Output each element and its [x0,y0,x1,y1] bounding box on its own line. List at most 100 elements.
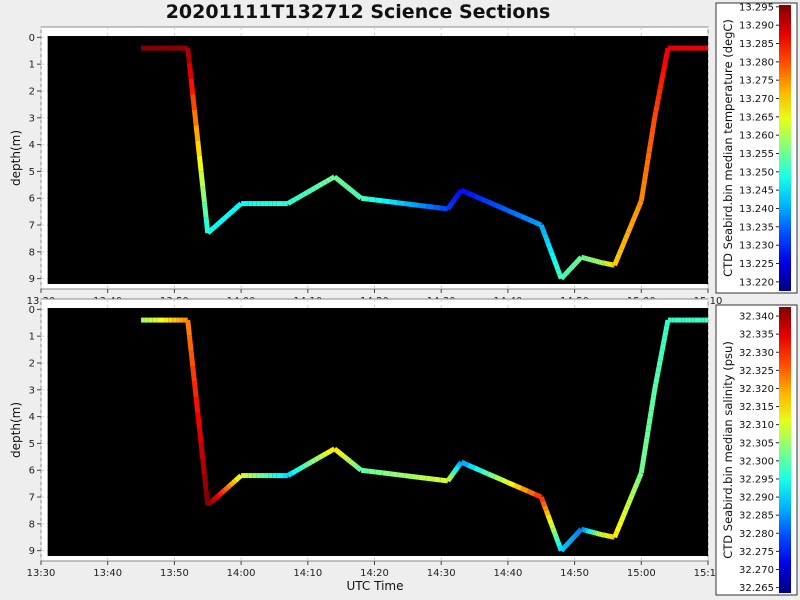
track-segment [646,145,653,153]
track-segment [621,509,629,517]
track-segment [460,459,469,468]
track-segment [219,216,227,223]
track-segment [639,186,646,195]
track-segment [664,319,671,327]
track-segment [201,201,209,218]
track-segment [360,195,369,202]
y-tick-label: 6 [29,194,35,205]
colorbar-tick-label: 32.315 [739,402,774,413]
colorbar-tick-label: 32.290 [739,493,774,504]
track-segment [661,337,668,344]
track-segment [500,205,509,213]
track-segment [533,219,543,228]
data-background [47,308,709,556]
colorbar-tick-label: 32.330 [739,348,774,359]
panel-2: 13:30 13:40 13:50 14:00 14:10 14:20 14:30 14:40… [9,298,798,596]
track-segment [195,140,202,157]
track-segment [440,477,449,484]
track-segment [375,469,384,476]
track-segment [305,188,313,195]
track-segment [542,505,549,512]
colorbar-tick-label: 32.275 [739,547,774,558]
track-segment [389,471,398,478]
track-segment [540,228,547,235]
track-segment [552,259,559,267]
track-segment [425,203,434,210]
track-segment [561,545,567,551]
track-segment [655,366,662,373]
track-segment [456,462,463,467]
track-segment [337,178,343,185]
track-segment [659,342,666,350]
track-segment [404,473,413,479]
track-segment [545,514,552,521]
track-segment [466,462,476,471]
track-segment [332,174,339,181]
track-segment [225,483,232,490]
x-tick-label: 13:40 [93,568,122,579]
track-segment [567,266,574,272]
colorbar-tick-label: 32.310 [739,420,774,431]
track-segment [656,360,663,368]
y-tick-label: 3 [29,385,35,396]
track-segment [198,443,206,460]
track-segment [657,354,664,362]
track-segment [350,461,357,467]
track-segment [348,459,354,466]
track-segment [190,94,197,111]
panels: 13:30 13:40 13:50 14:00 14:10 14:20 14:30 14:40… [9,2,798,596]
colorbar-tick-label: 32.335 [739,330,774,341]
track-segment [185,319,192,336]
colorbar-tick-label: 32.305 [739,438,774,449]
track-segment [572,532,579,539]
track-segment [357,194,363,201]
data-background [47,36,709,285]
track-segment [657,82,664,90]
y-tick-label: 5 [29,439,35,450]
track-segment [634,205,642,213]
track-segment [446,204,453,209]
track-segment [305,460,313,467]
colorbar-gradient [779,5,791,291]
track-segment [313,183,321,191]
track-segment [636,471,644,480]
track-segment [228,209,235,216]
track-segment [425,475,434,482]
y-tick-label: 8 [29,519,35,530]
track-segment [355,192,361,199]
track-segment [214,493,221,500]
colorbar-tick-label: 32.270 [739,565,774,576]
track-segment [286,199,293,206]
track-segment [453,194,459,200]
track-segment [445,477,452,483]
track-segment [200,186,207,203]
track-segment [233,204,240,211]
track-segment [647,410,654,418]
track-segment [309,185,317,193]
track-segment [651,389,658,398]
track-segment [574,259,580,265]
panel-1: 13:3013:4013:5014:0014:1014:2014:3014:40… [9,2,798,307]
colorbar-label: CTD Seabird.bin median temperature (degC… [721,19,735,277]
x-tick-label: 15:10 [694,568,723,579]
track-segment [185,47,192,64]
track-segment [302,462,309,469]
track-segment [564,269,570,275]
track-segment [193,124,201,141]
colorbar-tick-label: 13.220 [739,277,774,288]
track-segment [396,472,405,479]
colorbar-tick-label: 13.290 [739,21,774,32]
track-segment [451,198,457,203]
track-segment [561,273,567,279]
colorbar-tick-label: 13.250 [739,167,774,178]
track-segment [493,474,503,482]
track-segment [451,470,457,475]
track-segment [664,47,671,55]
colorbar-tick-label: 13.235 [739,222,774,233]
track-segment [648,131,655,139]
colorbar-tick-label: 13.270 [739,94,774,105]
track-segment [625,498,633,507]
track-segment [621,237,629,245]
track-segment [217,218,224,226]
track-segment [555,268,562,276]
